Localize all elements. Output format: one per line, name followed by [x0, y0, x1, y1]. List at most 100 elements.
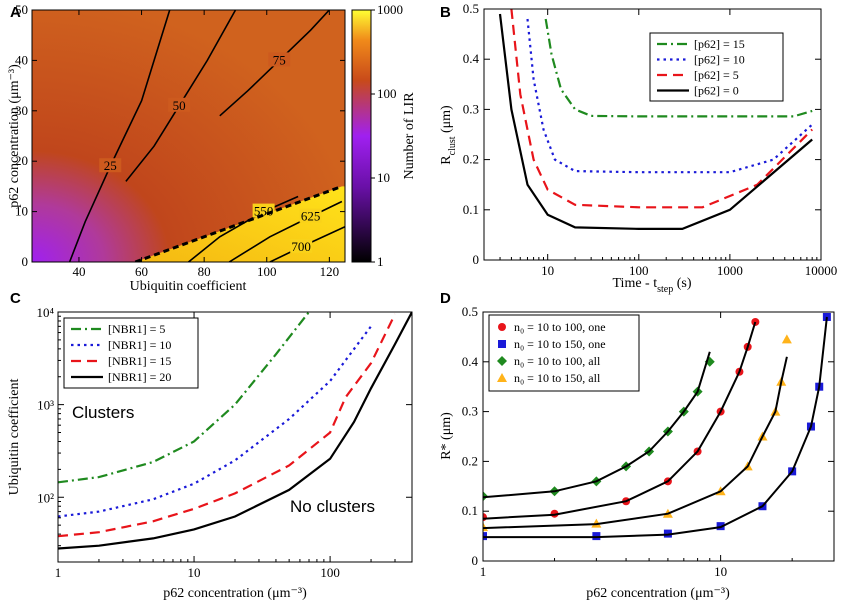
panel-d-series — [483, 312, 831, 541]
colorbar-tick-label: 1 — [377, 254, 384, 269]
panel-c-legend-label-1: [NBR1] = 10 — [108, 338, 171, 352]
panel-c-xtick-label: 10 — [188, 565, 201, 580]
panel-d-point-3-8 — [781, 334, 792, 344]
contour-lines: 25 50 75 550 625 700 — [68, 10, 345, 262]
panel-d-ytick-label: 0.2 — [462, 453, 478, 468]
panel-c-axes: 1 10 100 10² 10³ 10⁴ — [36, 305, 413, 580]
contour-label-bg-50 — [168, 97, 191, 112]
panel-d-legend-box — [488, 314, 640, 392]
panel-d-legend: n₀ = 10 to 100, one n₀ = 10 to 150, one n₀… — [488, 314, 640, 392]
panel-b-legend-label-2: [p62] = 5 — [694, 68, 739, 82]
panel-d-point-1-8 — [822, 312, 831, 321]
panel-c-legend-label-2: [NBR1] = 15 — [108, 354, 171, 368]
colorbar-ticks: 1 10 100 1000 — [371, 2, 403, 269]
panel-a-xtick-label: 40 — [72, 264, 85, 279]
panel-b-xlabel-main: Time - t — [613, 276, 658, 291]
panel-a-xtick-label: 120 — [320, 264, 340, 279]
contour-label-75: 75 — [273, 52, 286, 67]
panel-b-ytick-label: 0.1 — [463, 202, 479, 217]
panel-b-xlabel-unit: (s) — [673, 276, 692, 291]
panel-c-legend: [NBR1] = 5 [NBR1] = 10 [NBR1] = 15 [NBR1] =… — [63, 317, 199, 389]
panel-d-legend-marker-1 — [498, 340, 506, 348]
panel-d-legend-marker-3 — [497, 373, 507, 382]
panel-a-ytick-label: 20 — [15, 153, 28, 168]
colorbar-tick-label: 1000 — [377, 2, 403, 17]
panel-b-ylabel-sub: clust — [447, 136, 458, 155]
panel-d-ytick-label: 0.5 — [462, 304, 478, 319]
panel-c-series — [58, 312, 412, 550]
panel-a-ytick-label: 0 — [22, 254, 29, 269]
contour-label-50: 50 — [173, 98, 186, 113]
panel-c-series-3 — [58, 312, 412, 550]
panel-b-frame — [483, 8, 822, 261]
panel-d-label: D — [440, 290, 451, 307]
contour-label-25: 25 — [104, 158, 117, 173]
panel-d-ytick-label: 0.3 — [462, 404, 478, 419]
no-clusters-annotation: No clusters — [290, 497, 375, 516]
contour-line-625 — [228, 200, 343, 262]
panel-b-ylabel-main: R — [439, 155, 454, 165]
contour-label-700: 700 — [291, 239, 311, 254]
panel-c-ytick-label: 10⁴ — [36, 305, 54, 320]
contour-label-bg-625 — [299, 208, 322, 223]
panel-d-frame — [482, 311, 835, 562]
panel-b-ylabel-unit: (μm) — [439, 105, 454, 137]
panel-c-series-0 — [58, 312, 310, 484]
panel-c: C 1 10 100 10² 10³ 10⁴ p62 concentration (μm⁻… — [7, 290, 413, 601]
panel-d-legend-label-0: n₀ = 10 to 100, one — [514, 320, 606, 334]
panel-c-ytick-label: 10³ — [37, 398, 54, 413]
colorbar-tick-label: 100 — [377, 86, 397, 101]
panel-d-fit-line-3 — [483, 356, 788, 530]
contour-label-550: 550 — [254, 204, 274, 219]
panel-b-xtick-label: 1000 — [717, 263, 743, 278]
panel-c-ylabel: Ubiquitin coefficient — [7, 379, 22, 496]
panel-b-xtick-label: 10 — [541, 263, 554, 278]
panel-c-ytick-label: 10² — [37, 490, 54, 505]
panel-b-legend: [p62] = 15 [p62] = 10[p62] = 5 [p62] = 0 — [649, 32, 784, 102]
panel-b-ytick-label: 0.3 — [463, 101, 479, 116]
panel-a-ytick-label: 30 — [15, 103, 28, 118]
contour-label-bg-25 — [99, 158, 122, 173]
clusters-annotation: Clusters — [72, 403, 134, 422]
panel-d-ylabel: R* (μm) — [439, 412, 454, 460]
panel-b-xlabel: Time - tstep (s) — [613, 276, 692, 295]
panel-b-legend-label-0: [p62] = 15 — [694, 37, 745, 51]
contour-label-625: 625 — [301, 209, 321, 224]
heatmap-area: 25 50 75 550 625 700 — [32, 10, 345, 262]
panel-a-axes: 40 60 80 100 120 0 10 20 30 40 50 — [15, 2, 345, 279]
panel-a-ytick-label: 40 — [15, 52, 28, 67]
panel-c-xtick-label: 100 — [320, 565, 340, 580]
colorbar-label: Number of LIR — [402, 92, 417, 180]
panel-c-xlabel: p62 concentration (μm⁻³) — [163, 586, 307, 601]
panel-b-legend-label-1: [p62] = 10 — [694, 53, 745, 67]
panel-d-axes: 1 10 0 0.1 0.2 0.3 0.4 0.5 — [462, 304, 835, 579]
panel-d-fit-line-2 — [483, 351, 711, 499]
panel-d-ytick-label: 0 — [472, 553, 479, 568]
panel-d-legend-marker-2 — [497, 356, 507, 366]
panel-d-legend-label-1: n₀ = 10 to 150, one — [514, 337, 606, 351]
panel-d-ytick-label: 0.4 — [462, 354, 479, 369]
panel-a-xtick-label: 60 — [135, 264, 148, 279]
panel-d-legend-label-3: n₀ = 10 to 150, all — [514, 371, 601, 385]
panel-b-xtick-label: 100 — [629, 263, 649, 278]
panel-d-legend-label-2: n₀ = 10 to 100, all — [514, 354, 601, 368]
panel-b: B 10 100 1000 10000 0 0.1 0.2 0.3 0.4 0.5 Time - … — [439, 1, 837, 295]
panel-d-ytick-label: 0.1 — [462, 503, 478, 518]
panel-d: D 1 10 0 0.1 0.2 0.3 0.4 0.5 p62 concentration … — [439, 290, 835, 601]
panel-b-xlabel-sub: step — [657, 284, 673, 295]
panel-b-series — [498, 9, 813, 230]
contour-label-bg-75 — [268, 52, 291, 67]
panel-a-ytick-label: 50 — [15, 2, 28, 17]
cluster-boundary-line — [134, 184, 343, 262]
panel-a-label: A — [10, 4, 21, 21]
panel-a-xtick-label: 80 — [198, 264, 211, 279]
colorbar-tick-label: 10 — [377, 170, 390, 185]
panel-b-ytick-label: 0 — [473, 252, 480, 267]
panel-b-series-0 — [544, 18, 813, 118]
panel-c-xtick-label: 1 — [55, 565, 62, 580]
panel-b-legend-label-3: [p62] = 0 — [694, 84, 739, 98]
panel-b-series-1 — [526, 18, 813, 174]
panel-d-xlabel: p62 concentration (μm⁻³) — [586, 586, 730, 601]
panel-c-series-2 — [58, 313, 396, 538]
